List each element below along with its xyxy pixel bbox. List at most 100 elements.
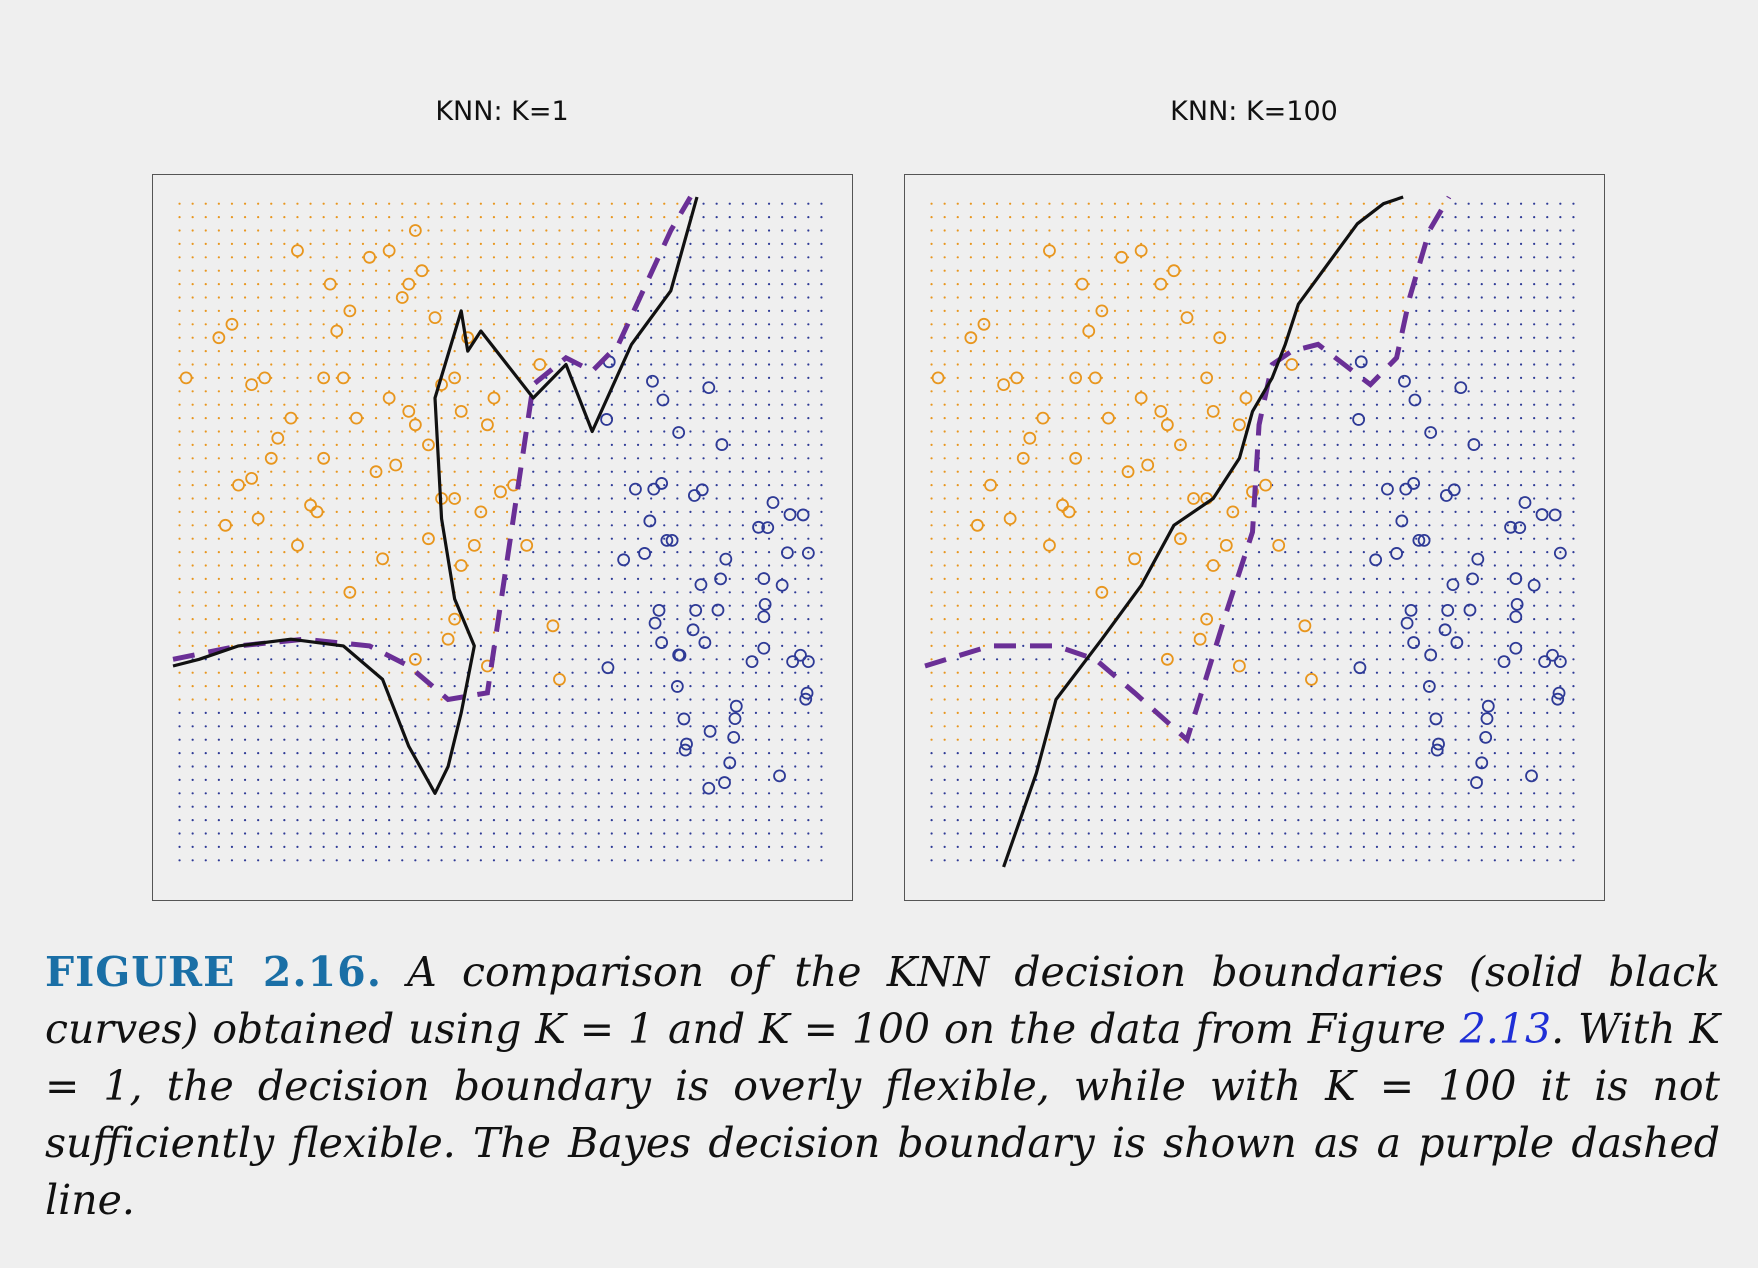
grid-dot [597,644,600,647]
grid-dot [1428,524,1431,527]
grid-dot [519,738,522,741]
grid-dot [1362,819,1365,822]
grid-dot [982,778,986,782]
grid-dot [610,443,613,446]
grid-dot [610,778,613,782]
grid-dot [545,350,548,353]
grid-dot [943,537,946,540]
grid-dot [1310,390,1313,393]
grid-dot [1087,430,1090,433]
grid-dot [1519,350,1523,353]
grid-dot [374,524,378,527]
grid-dot [322,685,325,688]
grid-dot [610,363,613,366]
grid-dot [969,510,972,513]
grid-dot [1244,283,1248,286]
grid-dot [1192,390,1195,393]
grid-dot [1349,778,1352,782]
grid-dot [702,752,705,755]
grid-dot [1048,390,1051,393]
grid-dot [650,470,653,473]
grid-dot [204,283,207,286]
grid-dot [1428,242,1431,245]
grid-dot [1192,644,1195,647]
grid-dot [1231,363,1234,366]
grid-dot [943,765,946,768]
grid-dot [348,792,351,795]
grid-dot [1323,457,1326,460]
grid-dot [348,631,351,634]
grid-dot [388,845,391,849]
grid-dot [663,443,666,446]
grid-dot [519,577,522,580]
grid-dot [741,752,744,755]
grid-dot [754,256,758,259]
grid-dot [492,752,496,755]
grid-dot [1362,256,1365,259]
grid-dot [1506,564,1510,567]
grid-dot [427,430,430,433]
grid-dot [1336,618,1339,621]
grid-dot [1375,644,1379,647]
orange-data-point [494,485,507,499]
grid-dot [1126,216,1130,219]
grid-dot [956,819,959,822]
grid-dot [1519,564,1523,567]
grid-dot [610,631,613,634]
grid-dot [505,376,509,379]
grid-dot [1271,765,1274,768]
grid-dot [1506,430,1510,433]
grid-dot [1467,698,1470,701]
grid-dot [1166,296,1169,299]
grid-dot [1480,792,1483,795]
grid-dot [1218,309,1221,312]
grid-dot [995,497,999,500]
grid-dot [361,363,365,366]
grid-dot [781,336,784,339]
grid-dot [1533,685,1536,688]
grid-dot [982,725,986,728]
grid-dot [479,417,482,420]
grid-dot [1192,202,1195,205]
grid-dot [335,242,338,245]
grid-dot [943,350,946,353]
orange-data-point [474,505,488,519]
grid-dot [650,242,653,245]
grid-dot [1100,604,1103,607]
grid-dot [191,497,194,500]
grid-dot [1140,778,1143,782]
grid-dot [636,229,640,232]
grid-dot [374,417,378,420]
grid-dot [1244,363,1248,366]
grid-dot [558,269,561,272]
grid-dot [1087,242,1090,245]
grid-dot [1140,537,1143,540]
grid-dot [995,510,999,513]
grid-dot [440,336,443,339]
grid-dot [741,457,744,460]
grid-dot [754,738,758,741]
grid-dot [794,564,797,567]
grid-dot [388,202,391,205]
grid-dot [296,631,299,634]
grid-dot [623,832,627,835]
grid-dot [663,323,666,326]
grid-dot [1205,390,1208,393]
grid-dot [1035,845,1038,849]
orange-data-point [336,371,350,385]
grid-dot [597,443,600,446]
grid-dot [1192,457,1195,460]
grid-dot [1113,698,1117,701]
grid-dot [1231,457,1234,460]
grid-dot [1035,564,1038,567]
grid-dot [1506,242,1510,245]
grid-dot [1297,819,1300,822]
grid-dot [479,537,482,540]
grid-dot [956,510,959,513]
grid-dot [492,363,496,366]
grid-dot [1244,309,1248,312]
grid-dot [781,202,784,205]
grid-dot [1009,363,1012,366]
grid-dot [663,564,666,567]
grid-dot [1061,336,1064,339]
